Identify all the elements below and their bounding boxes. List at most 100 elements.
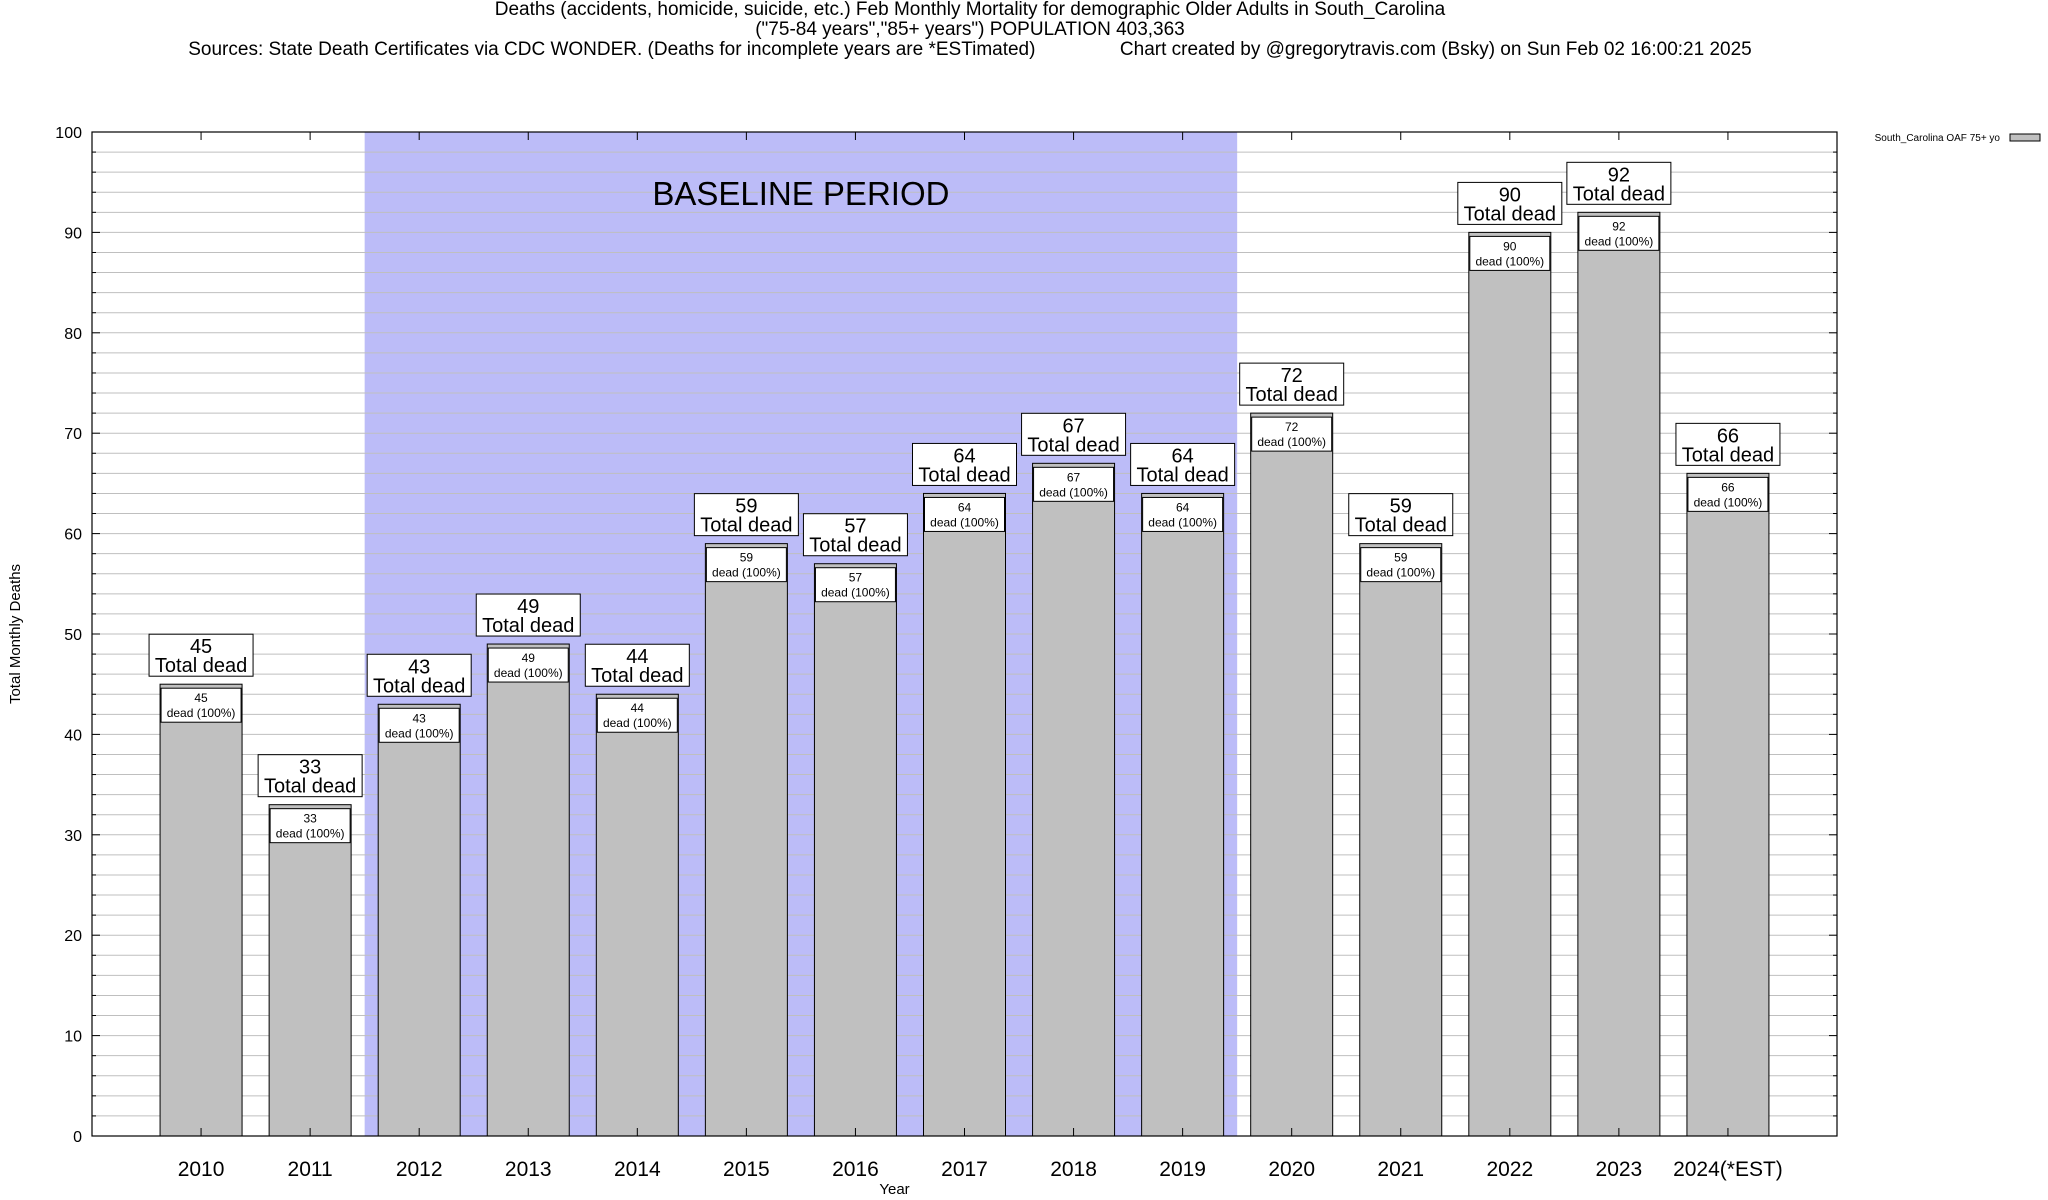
bar-value-label: 59 (735, 496, 757, 518)
axis-ticks: 0 10 20 30 40 50 60 70 80 90 100 2010 2011 2012 2013 20… (55, 125, 1837, 1181)
inner-label-box (160, 687, 242, 723)
bar-total-label: Total dead (1355, 515, 1447, 537)
y-tick-label: 70 (64, 426, 82, 443)
x-tick-label: 2022 (1486, 1158, 1533, 1181)
bar-callout-box (475, 593, 581, 637)
inner-label-text: dead (100%) (1039, 485, 1108, 499)
bar-total-label: Total dead (155, 655, 247, 677)
bar-callout-box (257, 754, 363, 798)
bar-value-label: 92 (1608, 164, 1630, 186)
bar-callout-box (1675, 422, 1781, 466)
y-tick-label: 10 (64, 1029, 82, 1046)
bar-total-label: Total dead (1682, 444, 1774, 466)
chart-title-line-1: Deaths (accidents, homicide, suicide, et… (494, 0, 1446, 20)
inner-label-box (1142, 496, 1224, 532)
bar-value-label: 43 (408, 656, 430, 678)
chart-title-line-3: Sources: State Death Certificates via CD… (188, 39, 1752, 60)
inner-label-value: 90 (1503, 239, 1517, 253)
inner-label-text: dead (100%) (603, 716, 672, 730)
y-tick-label: 80 (64, 326, 82, 343)
inner-label-text: dead (100%) (712, 566, 781, 580)
bar-total-label: Total dead (809, 535, 901, 557)
inner-label-box (1687, 476, 1769, 512)
inner-label-text: dead (100%) (1148, 515, 1217, 529)
x-tick-label: 2014 (614, 1158, 661, 1181)
inner-label-box (814, 567, 896, 603)
inner-label-box (1469, 235, 1551, 271)
bar-total-label: Total dead (1464, 203, 1556, 225)
y-tick-label: 30 (64, 828, 82, 845)
inner-label-box (705, 547, 787, 583)
bar-value-label: 59 (1390, 496, 1412, 518)
bar (268, 804, 352, 1137)
bar-callout-box (1566, 161, 1672, 205)
bar (1250, 412, 1334, 1137)
x-tick-label: 2023 (1596, 1158, 1643, 1181)
bar-total-label: Total dead (918, 464, 1010, 486)
bar (704, 543, 788, 1137)
x-axis-label: Year (879, 1181, 909, 1198)
bar (813, 563, 897, 1137)
bar-callout-box (693, 493, 799, 537)
inner-label-value: 59 (1394, 551, 1408, 565)
bar (159, 683, 243, 1137)
inner-label-text: dead (100%) (1366, 566, 1435, 580)
bar-total-label: Total dead (1027, 434, 1119, 456)
inner-label-value: 64 (1176, 500, 1190, 514)
inner-label-box (1360, 547, 1442, 583)
x-tick-label: 2017 (941, 1158, 988, 1181)
bar (486, 643, 570, 1137)
inner-label-text: dead (100%) (821, 586, 890, 600)
bar (1577, 211, 1661, 1137)
legend-swatch (2009, 133, 2041, 142)
bar-total-label: Total dead (1136, 464, 1228, 486)
bar-value-label: 90 (1499, 184, 1521, 206)
inner-label-box (487, 647, 569, 683)
y-tick-label: 90 (64, 225, 82, 242)
bar-value-label: 44 (626, 646, 648, 668)
bar-value-label: 49 (517, 596, 539, 618)
y-axis-label: Total Monthly Deaths (7, 564, 24, 704)
x-tick-label: 2021 (1377, 1158, 1424, 1181)
bar-value-label: 66 (1717, 425, 1739, 447)
inner-label-value: 72 (1285, 420, 1299, 434)
bar-value-label: 64 (953, 445, 975, 467)
inner-label-box (1033, 466, 1115, 502)
bar-total-label: Total dead (264, 776, 356, 798)
x-tick-label: 2020 (1268, 1158, 1315, 1181)
y-tick-label: 60 (64, 527, 82, 544)
bar (1468, 231, 1552, 1137)
bar (595, 693, 679, 1137)
bar (1141, 492, 1225, 1137)
inner-label-text: dead (100%) (1257, 435, 1326, 449)
bar-total-label: Total dead (482, 615, 574, 637)
inner-label-box (596, 697, 678, 733)
inner-label-value: 44 (631, 701, 645, 715)
inner-label-value: 92 (1612, 219, 1626, 233)
bar (1032, 462, 1116, 1137)
bar (377, 703, 461, 1137)
legend-entry-label: South_Carolina OAF 75+ yo (1875, 133, 2001, 144)
bar-value-label: 57 (844, 516, 866, 538)
bar-callout-box (1457, 181, 1563, 225)
y-tick-label: 0 (73, 1129, 82, 1146)
x-tick-label: 2013 (505, 1158, 552, 1181)
inner-label-value: 64 (958, 500, 972, 514)
bar-value-label: 64 (1172, 445, 1194, 467)
chart-title-line-2: ("75-84 years","85+ years") POPULATION 4… (755, 19, 1185, 40)
inner-label-value: 33 (303, 812, 317, 826)
x-tick-label: 2010 (178, 1158, 225, 1181)
legend: South_Carolina OAF 75+ yo (1875, 133, 2041, 144)
inner-label-value: 59 (740, 551, 754, 565)
x-tick-label: 2016 (832, 1158, 879, 1181)
inner-label-value: 45 (194, 691, 208, 705)
bar-callout-box (912, 442, 1017, 486)
bar-total-label: Total dead (591, 665, 683, 687)
bar-value-label: 67 (1062, 415, 1084, 437)
bar-callout-box (1239, 362, 1345, 406)
bar (1686, 472, 1770, 1137)
inner-label-text: dead (100%) (1585, 234, 1654, 248)
inner-label-value: 67 (1067, 470, 1081, 484)
